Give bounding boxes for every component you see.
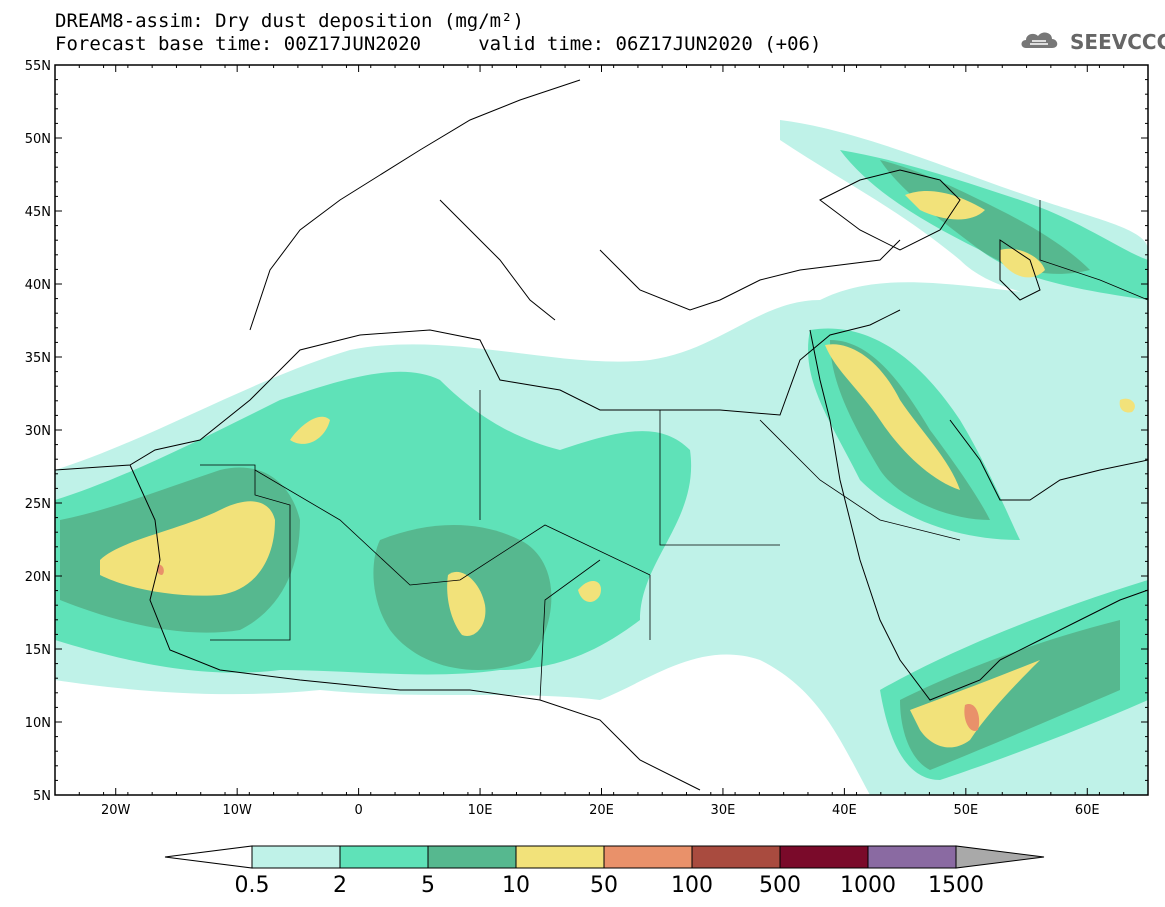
coastlines: [55, 79, 1148, 791]
colorbar-label: 10: [502, 873, 530, 898]
colorbar-swatch: [339, 845, 429, 869]
colorbar-label: 0.5: [235, 873, 270, 898]
colorbar: 0.5 2 5 10 50 100 500 1000 1500: [164, 845, 1045, 898]
lon-tick-label: 10W: [222, 803, 252, 818]
forecast-time-subtitle: Forecast base time: 00Z17JUN2020 valid t…: [55, 33, 822, 55]
lon-tick-label: 10E: [468, 803, 493, 818]
lat-tick-label: 55N: [25, 59, 51, 74]
lon-tick-label: 60E: [1075, 803, 1100, 818]
colorbar-label: 50: [590, 873, 618, 898]
colorbar-low-arrow: [164, 845, 253, 869]
colorbar-swatch: [779, 845, 869, 869]
lon-tick-label: 0: [354, 803, 362, 818]
country-borders: [200, 200, 1148, 701]
colorbar-swatch: [427, 845, 517, 869]
cloud-logo-icon: [1021, 32, 1058, 48]
colorbar-swatch: [691, 845, 781, 869]
colorbar-swatch: [515, 845, 605, 869]
colorbar-label: 500: [759, 873, 801, 898]
map-title: DREAM8-assim: Dry dust deposition (mg/m²…: [55, 10, 524, 32]
longitude-axis: 20W 10W 0 10E 20E 30E 40E 50E 60E: [54, 65, 1149, 818]
lat-tick-label: 25N: [25, 497, 51, 512]
latitude-axis: 5N 10N 15N 20N 25N 30N 35N 40N 45N 50N 55N: [25, 59, 1148, 804]
colorbar-label: 5: [421, 873, 435, 898]
colorbar-label: 1500: [928, 873, 984, 898]
lon-tick-label: 20E: [589, 803, 614, 818]
lat-tick-label: 5N: [33, 789, 51, 804]
dust-field: [55, 65, 1148, 795]
colorbar-label: 1000: [840, 873, 896, 898]
lon-tick-label: 40E: [832, 803, 857, 818]
colorbar-swatch: [867, 845, 957, 869]
lat-tick-label: 20N: [25, 570, 51, 585]
colorbar-swatch: [603, 845, 693, 869]
lat-tick-label: 35N: [25, 351, 51, 366]
colorbar-high-arrow: [955, 845, 1045, 869]
lat-tick-label: 30N: [25, 424, 51, 439]
lat-tick-label: 45N: [25, 205, 51, 220]
lon-tick-label: 50E: [953, 803, 978, 818]
logo-text: SEEVCCC: [1070, 30, 1165, 54]
colorbar-swatch: [251, 845, 341, 869]
lon-tick-label: 20W: [101, 803, 131, 818]
lat-tick-label: 50N: [25, 132, 51, 147]
lat-tick-label: 10N: [25, 716, 51, 731]
colorbar-label: 100: [671, 873, 713, 898]
colorbar-label: 2: [333, 873, 347, 898]
lat-tick-label: 40N: [25, 278, 51, 293]
lat-tick-label: 15N: [25, 643, 51, 658]
lon-tick-label: 30E: [711, 803, 736, 818]
